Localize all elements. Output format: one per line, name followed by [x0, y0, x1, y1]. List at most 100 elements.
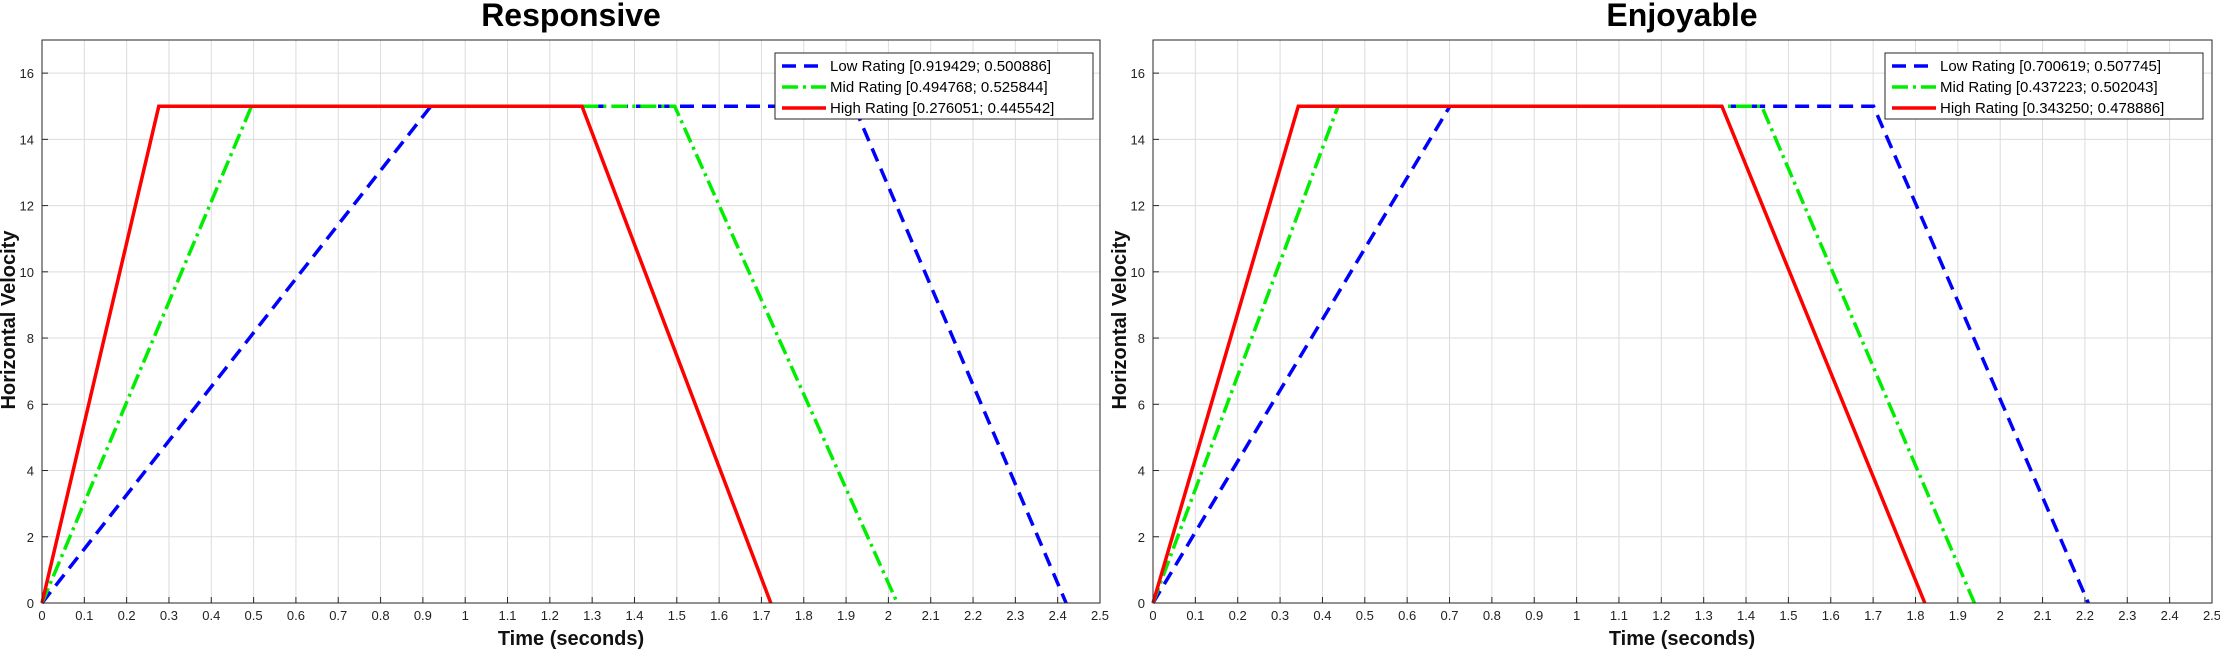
y-tick-label: 4 — [1138, 464, 1145, 479]
x-tick-label: 1.8 — [1906, 608, 1924, 623]
x-tick-label: 1.3 — [1695, 608, 1713, 623]
x-tick-label: 2.1 — [2034, 608, 2052, 623]
x-tick-label: 2.3 — [1006, 608, 1024, 623]
y-tick-label: 0 — [27, 596, 34, 611]
x-tick-label: 0.2 — [1229, 608, 1247, 623]
series-line-high-rating — [1151, 104, 1927, 604]
y-tick-label: 8 — [1138, 331, 1145, 346]
legend-label: Low Rating [0.700619; 0.507745] — [1940, 58, 2161, 75]
x-tick-label: 0.3 — [160, 608, 178, 623]
legend-label: High Rating [0.343250; 0.478886] — [1940, 100, 2164, 117]
x-tick-label: 0.7 — [1440, 608, 1458, 623]
y-tick-label: 16 — [20, 66, 34, 81]
chart-title: Enjoyable — [1606, 0, 1757, 33]
x-tick-label: 0.5 — [245, 608, 263, 623]
y-tick-label: 2 — [1138, 530, 1145, 545]
x-tick-label: 1.7 — [752, 608, 770, 623]
plot-frame — [41, 39, 1101, 604]
x-tick-label: 2.2 — [964, 608, 982, 623]
y-tick-label: 12 — [20, 199, 34, 214]
legend-box — [1884, 52, 2204, 120]
x-tick-label: 2.2 — [2076, 608, 2094, 623]
y-tick-label: 2 — [27, 530, 34, 545]
tick-labels: 0 0.1 0.2 0.3 0.4 0.5 0.6 0.7 0.8 0.9 1 1.1 1.2 1.3 1.… — [1131, 66, 2220, 623]
x-tick-label: 1.1 — [1610, 608, 1628, 623]
x-tick-label: 0.3 — [1271, 608, 1289, 623]
y-tick-label: 14 — [20, 132, 34, 147]
x-tick-label: 0.9 — [1525, 608, 1543, 623]
legend-item: Low Rating [0.700619; 0.507745] — [1892, 58, 2161, 75]
x-tick-label: 2 — [1997, 608, 2004, 623]
chart-panel-enjoyable: Enjoyable Time (seconds) Horizontal Velo… — [1109, 0, 2220, 650]
legend-item: Mid Rating [0.437223; 0.502043] — [1892, 79, 2158, 96]
y-tick-label: 10 — [20, 265, 34, 280]
x-tick-label: 0.6 — [1398, 608, 1416, 623]
y-tick-label: 4 — [27, 464, 34, 479]
x-tick-label: 1 — [1573, 608, 1580, 623]
y-tick-label: 14 — [1131, 132, 1145, 147]
x-tick-label: 0.1 — [75, 608, 93, 623]
x-tick-label: 0.7 — [329, 608, 347, 623]
x-tick-label: 2.5 — [1091, 608, 1109, 623]
x-tick-label: 1 — [462, 608, 469, 623]
legend-item: Mid Rating [0.494768; 0.525844] — [782, 79, 1048, 96]
y-tick-label: 10 — [1131, 265, 1145, 280]
grid — [41, 40, 1101, 604]
x-tick-label: 0.5 — [1356, 608, 1374, 623]
x-tick-label: 0.8 — [1483, 608, 1501, 623]
x-tick-label: 1.6 — [1822, 608, 1840, 623]
legend-item: High Rating [0.343250; 0.478886] — [1892, 100, 2164, 117]
series-line-mid-rating — [1151, 104, 1977, 604]
chart-title: Responsive — [481, 0, 661, 33]
plot-frame — [1152, 39, 2213, 604]
x-tick-label: 1.3 — [583, 608, 601, 623]
x-tick-label: 1.2 — [541, 608, 559, 623]
x-tick-label: 1.9 — [837, 608, 855, 623]
series-line-low-rating — [1151, 104, 2090, 604]
legend: Low Rating [0.919429; 0.500886] Mid Rati… — [774, 52, 1094, 120]
x-tick-label: 2.4 — [2161, 608, 2179, 623]
x-tick-label: 1.2 — [1652, 608, 1670, 623]
legend-label: Mid Rating [0.437223; 0.502043] — [1940, 79, 2158, 96]
y-tick-label: 12 — [1131, 199, 1145, 214]
series-lines — [40, 104, 1068, 605]
x-tick-label: 1.5 — [1779, 608, 1797, 623]
x-tick-label: 0.8 — [372, 608, 390, 623]
x-tick-label: 0.1 — [1186, 608, 1204, 623]
x-tick-label: 0.4 — [1313, 608, 1331, 623]
x-tick-label: 1.4 — [1737, 608, 1755, 623]
chart-panel-responsive: Responsive Time (seconds) Horizontal Vel… — [0, 0, 1109, 650]
y-tick-label: 6 — [27, 397, 34, 412]
x-tick-label: 1.5 — [668, 608, 686, 623]
legend-label: High Rating [0.276051; 0.445542] — [830, 100, 1054, 117]
y-tick-label: 16 — [1131, 66, 1145, 81]
y-tick-label: 0 — [1138, 596, 1145, 611]
legend-label: Low Rating [0.919429; 0.500886] — [830, 58, 1051, 75]
x-axis-label: Time (seconds) — [498, 628, 644, 650]
legend-item: Low Rating [0.919429; 0.500886] — [782, 58, 1051, 75]
y-axis-label: Horizontal Velocity — [0, 230, 20, 410]
legend-box — [774, 52, 1094, 120]
series-lines — [1151, 104, 2090, 604]
x-tick-label: 2.3 — [2118, 608, 2136, 623]
x-tick-label: 1.1 — [498, 608, 516, 623]
series-line-high-rating — [40, 104, 773, 604]
x-tick-label: 0 — [38, 608, 45, 623]
x-tick-label: 1.7 — [1864, 608, 1882, 623]
x-tick-label: 0 — [1149, 608, 1156, 623]
series-line-low-rating — [40, 104, 1068, 605]
x-tick-label: 2 — [885, 608, 892, 623]
y-axis-label: Horizontal Velocity — [1109, 230, 1131, 410]
tick-labels: 0 0.1 0.2 0.3 0.4 0.5 0.6 0.7 0.8 0.9 1 1.1 1.2 1.3 1.… — [20, 66, 1110, 623]
x-tick-label: 1.4 — [625, 608, 643, 623]
x-tick-label: 0.4 — [202, 608, 220, 623]
y-tick-label: 8 — [27, 331, 34, 346]
x-tick-label: 0.9 — [414, 608, 432, 623]
x-tick-label: 2.4 — [1049, 608, 1067, 623]
x-tick-label: 1.8 — [795, 608, 813, 623]
x-tick-label: 2.1 — [922, 608, 940, 623]
series-line-mid-rating — [40, 104, 899, 604]
x-tick-label: 0.6 — [287, 608, 305, 623]
